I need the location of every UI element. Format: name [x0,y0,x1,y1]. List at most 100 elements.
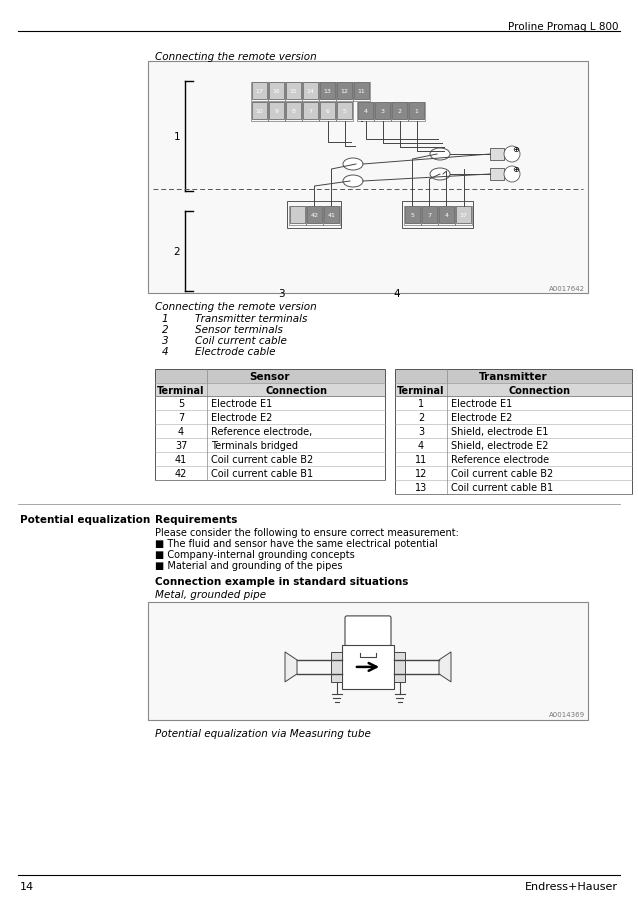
Text: ■ Material and grounding of the pipes: ■ Material and grounding of the pipes [155,560,343,570]
Text: Coil current cable B2: Coil current cable B2 [451,468,553,478]
Bar [268,83,285,102]
Text: Shield, electrode E1: Shield, electrode E1 [451,427,549,437]
Bar [155,383,385,397]
Bar [290,207,305,224]
Bar [422,207,437,224]
FancyBboxPatch shape [345,616,391,655]
Bar [155,466,385,481]
Bar [405,207,420,224]
Text: 7: 7 [178,412,184,422]
Bar [336,103,353,122]
Text: Transmitter terminals: Transmitter terminals [195,314,308,324]
Bar [439,207,454,224]
Text: 5: 5 [178,399,184,409]
Text: 11: 11 [358,89,366,94]
Text: Metal, grounded pipe: Metal, grounded pipe [155,589,266,599]
Bar [302,83,319,102]
Text: Connection: Connection [265,385,327,395]
Text: Electrode E2: Electrode E2 [211,412,272,422]
Text: 3: 3 [278,289,285,299]
Bar [155,397,385,410]
Bar [375,103,390,120]
Bar [395,438,632,453]
Text: 3: 3 [162,336,168,345]
Text: 5: 5 [411,213,415,217]
Text: ■ Company-internal grounding concepts: ■ Company-internal grounding concepts [155,549,355,559]
Bar [404,207,421,226]
Text: Shield, electrode E2: Shield, electrode E2 [451,440,549,450]
Text: 2: 2 [174,247,180,257]
Bar [306,207,323,226]
Text: Coil current cable: Coil current cable [195,336,287,345]
Bar [395,397,632,410]
Text: 3: 3 [380,109,385,114]
Ellipse shape [343,176,363,188]
Bar [337,103,352,120]
Bar [155,453,385,466]
Bar [342,645,394,689]
Bar [289,207,306,226]
Text: A0017642: A0017642 [549,286,585,291]
Text: 13: 13 [415,483,427,492]
Text: Endress+Hauser: Endress+Hauser [525,881,618,891]
Bar [155,370,385,383]
Text: Proline Promag L 800: Proline Promag L 800 [507,22,618,32]
Bar [391,103,408,122]
Bar [409,103,424,120]
Bar [155,410,385,425]
Text: 6: 6 [325,109,329,114]
Text: Coil current cable B2: Coil current cable B2 [211,455,313,465]
Text: ⊕: ⊕ [512,165,519,174]
Text: 2: 2 [397,109,401,114]
Bar [354,83,369,100]
Bar [307,207,322,224]
Text: 1: 1 [162,314,168,324]
Text: Electrode cable: Electrode cable [195,346,276,356]
Text: Sensor: Sensor [249,372,290,382]
Text: 1: 1 [174,132,180,142]
Bar [438,207,455,226]
Bar [323,207,340,226]
Bar [395,370,632,494]
Bar [303,83,318,100]
Bar [395,466,632,481]
Bar [320,103,335,120]
Ellipse shape [343,159,363,170]
Bar [155,425,385,438]
Text: Transmitter: Transmitter [479,372,548,382]
Text: 9: 9 [274,109,279,114]
Bar [395,453,632,466]
Text: 5: 5 [343,109,346,114]
Bar [395,383,632,397]
Bar [286,103,301,120]
Bar [287,202,341,229]
Bar [319,103,336,122]
Polygon shape [285,652,297,682]
Text: Reference electrode,: Reference electrode, [211,427,312,437]
Bar [320,83,335,100]
Text: Electrode E1: Electrode E1 [451,399,512,409]
Bar [337,83,352,100]
Bar [324,207,339,224]
Bar [269,103,284,120]
Text: 7: 7 [309,109,313,114]
Text: 42: 42 [311,213,318,217]
Text: 7: 7 [427,213,431,217]
Bar [251,103,268,122]
Circle shape [504,167,520,183]
Text: Electrode E2: Electrode E2 [451,412,512,422]
Bar [252,103,267,120]
Text: Connecting the remote version: Connecting the remote version [155,52,316,62]
Text: 14: 14 [307,89,315,94]
Bar [285,83,302,102]
Text: 17: 17 [256,89,263,94]
Bar [357,103,374,122]
Text: Coil current cable B1: Coil current cable B1 [211,468,313,478]
Text: 16: 16 [272,89,280,94]
Bar [374,103,391,122]
Bar [455,207,472,226]
Bar [395,425,632,438]
Bar [408,103,425,122]
Ellipse shape [430,149,450,161]
Text: Coil current cable B1: Coil current cable B1 [451,483,553,492]
